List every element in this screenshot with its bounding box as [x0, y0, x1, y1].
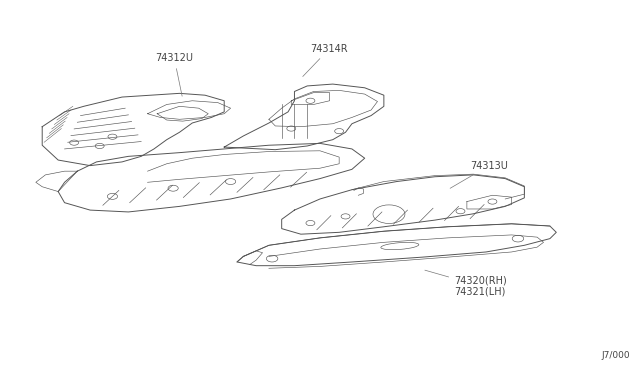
- Text: 74320(RH)
74321(LH): 74320(RH) 74321(LH): [425, 270, 507, 297]
- Text: 74312U: 74312U: [156, 53, 193, 96]
- Text: 74313U: 74313U: [450, 161, 508, 188]
- Text: 74314R: 74314R: [303, 44, 348, 77]
- Text: J7/000: J7/000: [601, 351, 630, 360]
